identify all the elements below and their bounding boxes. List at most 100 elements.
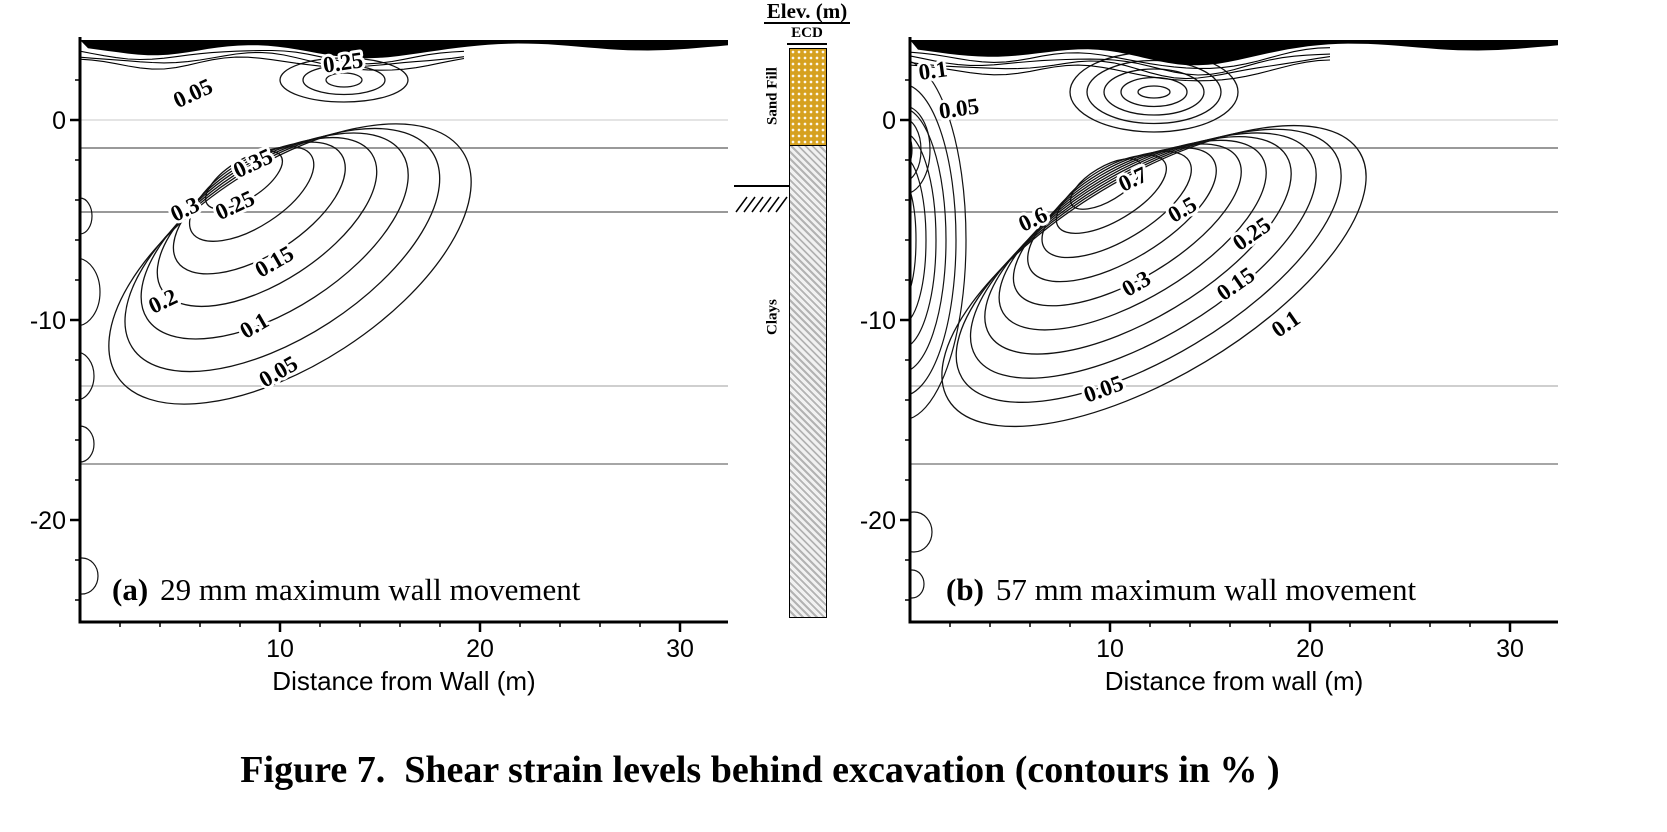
panel-b-xaxis-title: Distance from wall (m) xyxy=(1104,666,1364,696)
clays-label: Clays xyxy=(764,299,781,335)
soil-column xyxy=(789,48,827,618)
sand-fill-label: Sand Fill xyxy=(764,67,781,126)
surface-contour-line xyxy=(910,56,1331,80)
contour-line xyxy=(910,159,927,321)
contour-label: 0.5 xyxy=(1164,191,1201,227)
panel-b-tag: (b) xyxy=(946,572,984,607)
contour-label: 0.1 xyxy=(1267,305,1305,342)
elevation-axis-title: Elev. (m) xyxy=(763,0,851,25)
contour-label: 0.1 xyxy=(236,307,273,343)
contour-line xyxy=(1027,147,1217,283)
contour-label: 0.25 xyxy=(321,47,364,77)
contour-line xyxy=(1120,76,1188,108)
panel-b-title: (b) 57 mm maximum wall movement xyxy=(946,572,1416,608)
surface-band xyxy=(910,40,1558,66)
contour-label: 0.3 xyxy=(167,192,204,227)
contour-line xyxy=(140,132,409,340)
elevation-header: Elev. (m) ECD xyxy=(742,0,872,45)
clays-layer xyxy=(790,146,826,617)
contour-line xyxy=(910,60,967,420)
panel-a-plot-area xyxy=(80,40,728,595)
contour-line xyxy=(1086,59,1222,125)
x-tick-label: 10 xyxy=(266,635,294,663)
contour-label: 0.05 xyxy=(1080,370,1126,407)
surface-contour-line xyxy=(910,53,1331,76)
contour-line xyxy=(1041,150,1192,259)
contour-label: 0.6 xyxy=(1015,202,1052,237)
contour-label: 0.05 xyxy=(169,73,216,113)
contour-line xyxy=(124,127,441,373)
y-tick-label: 0 xyxy=(882,107,896,135)
x-tick-label: 20 xyxy=(1296,635,1324,663)
contour-line xyxy=(910,106,931,194)
contour-line xyxy=(910,136,913,164)
excavation-hatch-mark xyxy=(775,196,788,213)
contour-line xyxy=(80,557,99,595)
figure-caption: Figure 7. Shear strain levels behind exc… xyxy=(240,749,1280,791)
excavation-hatch-mark xyxy=(751,196,764,213)
contour-line xyxy=(80,197,93,235)
surface-contour-line xyxy=(80,56,465,71)
contour-label: 0.25 xyxy=(1228,212,1275,256)
contour-line xyxy=(910,188,917,292)
contour-line xyxy=(998,139,1267,331)
excavation-hatch-mark xyxy=(735,196,748,213)
contour-line xyxy=(279,57,409,103)
contour-label: 0.15 xyxy=(1212,262,1259,306)
x-tick-label: 30 xyxy=(1496,635,1524,663)
contour-line xyxy=(910,85,957,395)
contour-label: 0.15 xyxy=(251,241,298,283)
contour-line xyxy=(941,124,1367,428)
surface-contour-line xyxy=(910,47,1331,69)
contour-line xyxy=(969,132,1317,379)
contour-line xyxy=(108,123,472,405)
panel-b-title-text: 57 mm maximum wall movement xyxy=(995,572,1417,607)
contour-line xyxy=(80,351,95,401)
contour-line xyxy=(910,120,922,180)
contour-line xyxy=(910,134,937,346)
x-tick-label: 30 xyxy=(666,635,694,663)
y-tick-label: -10 xyxy=(860,307,896,335)
contour-line xyxy=(188,146,315,242)
contour-line xyxy=(80,257,101,327)
contour-label: 0.3 xyxy=(1118,265,1155,301)
contour-line xyxy=(302,64,386,96)
contour-line xyxy=(80,425,95,463)
y-tick-label: 0 xyxy=(52,107,66,135)
contour-line xyxy=(1055,154,1168,235)
contour-line xyxy=(172,141,346,275)
contour-line xyxy=(156,136,378,308)
surface-contour-line xyxy=(80,51,465,68)
x-tick-label: 10 xyxy=(1096,635,1124,663)
contour-line xyxy=(1103,68,1205,116)
panel-b-plot-area xyxy=(910,40,1558,599)
panel-a-xaxis-title: Distance from Wall (m) xyxy=(272,666,536,696)
contour-line xyxy=(955,128,1342,403)
y-tick-label: -10 xyxy=(30,307,66,335)
panel-a-title: (a) 29 mm maximum wall movement xyxy=(112,572,580,608)
y-tick-label: -20 xyxy=(30,507,66,535)
surface-contour-line xyxy=(80,49,465,65)
contour-label: 0.05 xyxy=(937,93,980,123)
excavation-hatch-mark xyxy=(759,196,772,213)
x-tick-label: 20 xyxy=(466,635,494,663)
excavation-hatch-mark xyxy=(767,196,780,213)
y-tick-label: -20 xyxy=(860,507,896,535)
panel-a-tag: (a) xyxy=(112,572,149,607)
contour-line xyxy=(1137,85,1171,99)
panel-a-title-text: 29 mm maximum wall movement xyxy=(160,572,581,607)
contour-line xyxy=(1012,143,1242,307)
contour-line xyxy=(910,109,947,371)
contour-line xyxy=(205,150,283,210)
contour-line xyxy=(910,511,933,553)
surface-contour-line xyxy=(910,59,1331,82)
elevation-datum-label: ECD xyxy=(787,24,827,45)
contour-label: 0.2 xyxy=(145,284,182,319)
excavation-hatch-mark xyxy=(743,196,756,213)
contour-label: 0.1 xyxy=(917,56,949,85)
sand-fill-layer xyxy=(790,49,826,146)
surface-band xyxy=(80,40,728,59)
contour-line xyxy=(984,135,1292,355)
